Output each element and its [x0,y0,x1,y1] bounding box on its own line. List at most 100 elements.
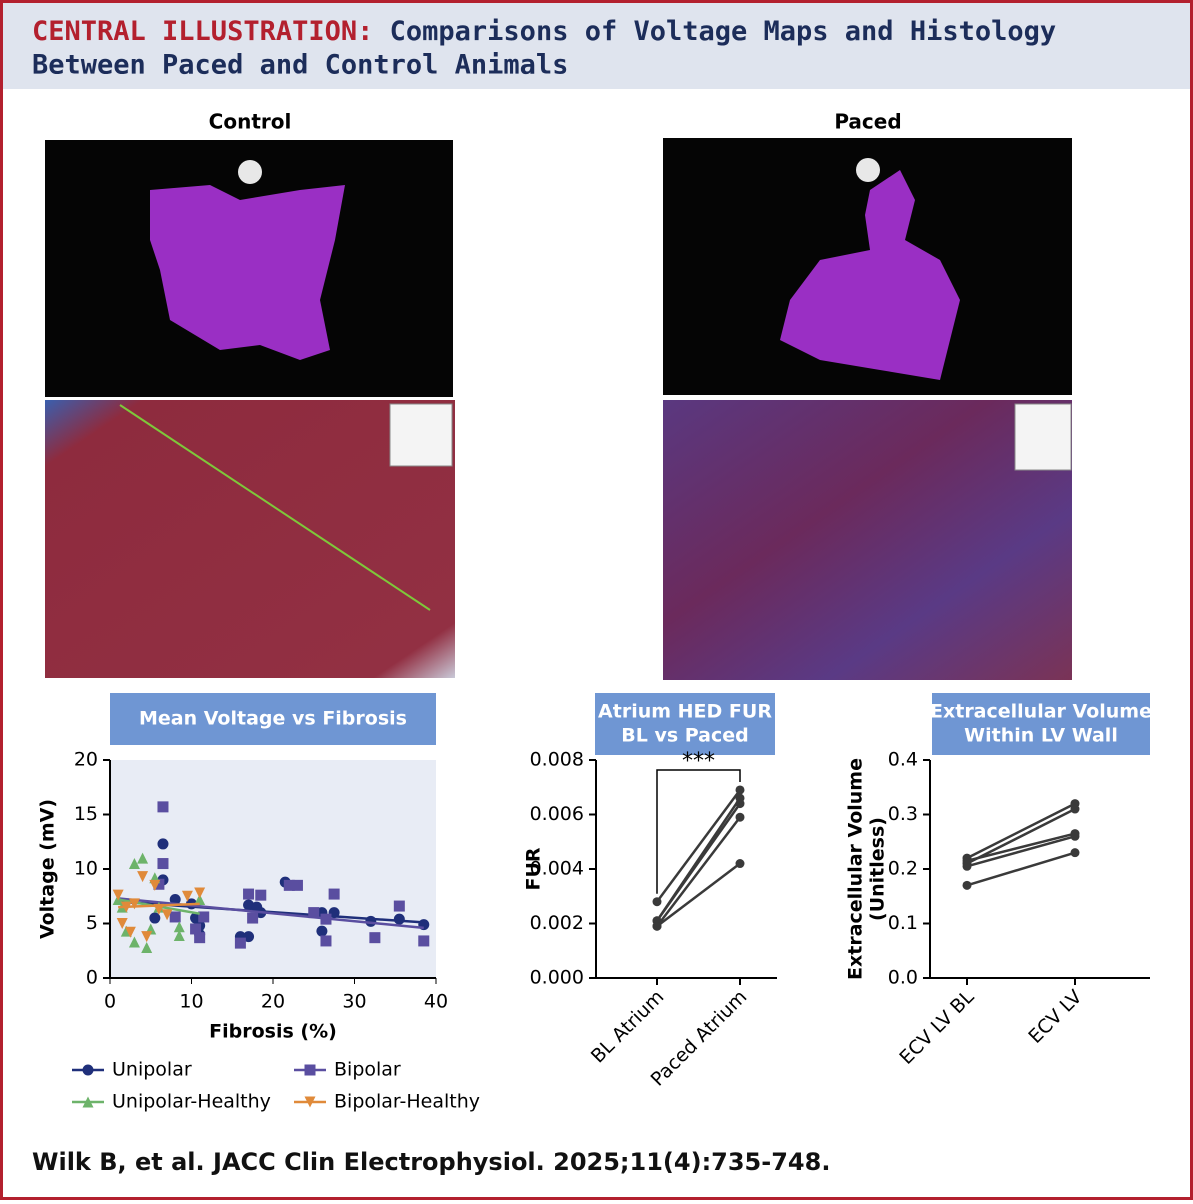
x-tick-label: 30 [342,991,366,1013]
panel-label: Control [209,110,292,134]
voltage-map [663,138,1072,395]
y-tick-label: 10 [74,858,98,880]
point [328,888,340,900]
point [320,935,332,947]
point [652,921,662,931]
legend-label: Unipolar-Healthy [112,1091,271,1113]
legend-marker [82,1064,94,1076]
legend-label: Bipolar [334,1059,401,1081]
title-box [110,693,436,745]
pair-line [966,807,1076,865]
point [137,852,149,864]
point [369,932,381,944]
pair-line [656,816,741,927]
point [128,858,140,870]
point [141,931,153,943]
header: CENTRAL ILLUSTRATION: Comparisons of Vol… [32,16,1056,47]
pair-line [966,802,1076,860]
chart-title: Extracellular Volume [930,701,1152,723]
point [173,921,185,933]
y-tick-label: 5 [86,912,98,934]
y-tick-label: 0.3 [888,803,918,825]
header-title: Between Paced and Control Animals [32,50,568,81]
point [283,879,295,891]
title-box [595,693,775,755]
legend-label: Bipolar-Healthy [334,1091,480,1113]
chart-title: BL vs Paced [621,725,749,747]
x-tick-label: 0 [104,991,116,1013]
point [198,911,210,923]
x-axis-label: Fibrosis (%) [209,1021,337,1043]
point [735,859,745,869]
y-tick-label: 0.006 [530,803,584,825]
y-tick-label: 0.004 [530,858,584,880]
point [157,838,169,850]
point [141,941,153,953]
point [291,879,303,891]
chart-title: Within LV Wall [964,725,1118,747]
point [735,785,745,795]
point [173,929,185,941]
point [153,903,165,915]
inset [389,403,453,467]
y-axis-label: Voltage (mV) [37,799,59,939]
pair-line [656,862,741,928]
pair-line [655,802,742,922]
point [320,913,332,925]
histology [45,400,455,678]
pair-line [966,835,1076,868]
point [137,871,149,883]
point [181,890,193,902]
legend-marker [82,1096,94,1108]
point [1070,804,1080,814]
y-tick-label: 0.002 [530,912,584,934]
x-tick-label: 10 [179,991,203,1013]
point [161,909,173,921]
point [157,858,169,870]
chart-title: Atrium HED FUR [598,701,772,723]
point [169,894,181,906]
point [418,935,430,947]
point [393,913,405,925]
y-tick-label: 20 [74,749,98,771]
point [128,898,140,910]
point [120,901,132,913]
point [255,889,267,901]
point [194,894,206,906]
legend-label: Unipolar [112,1059,192,1081]
point [393,900,405,912]
y-axis-label: Extracellular Volume [845,758,867,980]
point [735,812,745,822]
inset [1014,403,1072,471]
point [149,879,161,891]
y-tick-label: 0.1 [888,912,918,934]
point [243,888,255,900]
annotation: *** [682,749,715,774]
point [128,936,140,948]
legend-marker [304,1096,316,1108]
point [308,907,320,919]
point [153,878,165,890]
point [194,932,206,944]
legend-marker [304,1064,316,1076]
point [116,918,128,929]
point [124,926,136,938]
header-title: Comparisons of Voltage Maps and Histolog… [390,16,1056,47]
point [652,897,662,907]
point [962,880,972,890]
histology [663,400,1072,680]
y-tick-label: 0.0 [888,967,918,989]
pair-line [966,851,1076,887]
measure-line [119,404,431,611]
point [1070,848,1080,858]
title-box [932,693,1150,755]
citation: Wilk B, et al. JACC Clin Electrophysiol.… [32,1148,830,1176]
chart-title: Mean Voltage vs Fibrosis [139,708,407,730]
point [157,801,169,813]
point [316,925,328,937]
bracket [656,769,741,894]
y-tick-label: 0.2 [888,858,918,880]
point [247,912,259,924]
header-bg [3,3,1190,89]
